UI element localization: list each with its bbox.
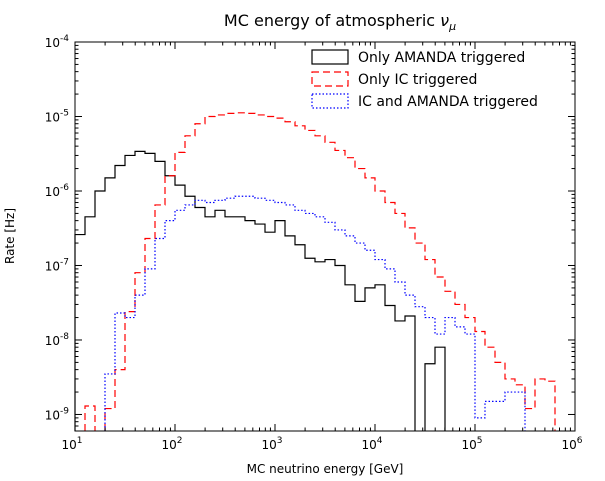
x-tick-label: 103 <box>261 436 282 452</box>
plot-background <box>75 42 575 431</box>
y-tick-label: 10-5 <box>45 108 69 124</box>
y-tick-label: 10-9 <box>45 406 70 422</box>
plot-area: 101 102 103 104 105 106 10-9 10-8 10-7 10-6 10-5 10… <box>45 34 583 452</box>
legend-label: Only IC triggered <box>358 72 477 88</box>
legend: Only AMANDA triggered Only IC triggered IC… <box>311 49 538 110</box>
y-tick-label: 10-8 <box>45 332 70 348</box>
x-axis-label: MC neutrino energy [GeV] <box>247 462 404 476</box>
chart-title-subscript: μ <box>448 20 456 33</box>
series-1 <box>74 150 446 431</box>
series-line <box>74 150 446 431</box>
x-tick-label: 106 <box>561 436 582 452</box>
chart-title-text: MC energy of atmospheric <box>224 11 440 30</box>
x-tick-label: 104 <box>361 436 382 452</box>
series-layer <box>74 112 556 431</box>
y-tick-label: 10-6 <box>45 183 70 199</box>
chart-title-symbol: ν <box>440 11 449 30</box>
series-line <box>84 112 556 431</box>
legend-label: Only AMANDA triggered <box>358 50 525 66</box>
y-tick-label: 10-4 <box>45 34 70 50</box>
legend-label: IC and AMANDA triggered <box>358 94 538 110</box>
legend-swatch <box>311 93 349 109</box>
x-tick-label: 101 <box>61 436 82 452</box>
legend-swatch <box>311 49 349 65</box>
series-2 <box>84 112 556 431</box>
y-tick-label: 10-7 <box>45 257 69 273</box>
series-line <box>104 195 526 431</box>
plot-frame <box>74 41 576 432</box>
tick-layer: 101 102 103 104 105 106 10-9 10-8 10-7 10-6 10-5 10… <box>45 34 583 452</box>
legend-swatch <box>311 71 349 87</box>
series-3 <box>104 195 526 431</box>
chart-title: MC energy of atmospheric νμ <box>224 11 456 33</box>
x-tick-label: 102 <box>161 436 182 452</box>
y-axis-label: Rate [Hz] <box>3 208 17 264</box>
x-tick-label: 105 <box>461 436 482 452</box>
